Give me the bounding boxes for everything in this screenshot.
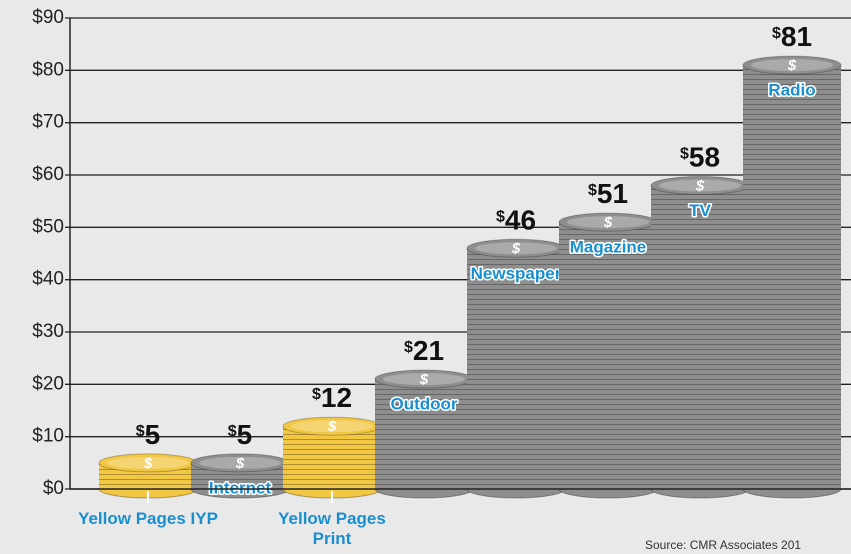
coin-stripes <box>651 185 749 489</box>
value-label: $5 <box>228 419 252 450</box>
value-label-number: 12 <box>321 383 352 414</box>
value-label-symbol: $ <box>588 182 597 199</box>
x-tick-label: Yellow Pages IYP <box>78 509 218 529</box>
coin-symbol: $ <box>143 455 153 472</box>
value-label: $81 <box>772 21 812 52</box>
value-label-number: 46 <box>505 205 536 236</box>
y-tick-label: $10 <box>32 426 64 447</box>
value-label-symbol: $ <box>404 339 413 356</box>
coin-stripes <box>743 65 841 489</box>
y-tick-label: $30 <box>32 321 64 342</box>
coin-stripes <box>559 222 657 489</box>
value-label-number: 5 <box>237 419 253 450</box>
value-label-number: 5 <box>145 419 161 450</box>
value-label: $12 <box>312 383 352 414</box>
coin-symbol: $ <box>695 177 705 194</box>
x-tick-label: Outdoor <box>390 395 457 414</box>
coin-symbol: $ <box>787 57 797 74</box>
x-tick-label: Newspaper <box>471 264 562 283</box>
value-label-number: 58 <box>689 142 720 173</box>
value-label: $21 <box>404 335 444 366</box>
value-label: $46 <box>496 205 536 236</box>
value-label-number: 21 <box>413 335 444 366</box>
value-label-symbol: $ <box>496 208 505 225</box>
x-tick-label: Internet <box>209 478 272 497</box>
x-tick-label: TV <box>689 201 711 220</box>
value-label-symbol: $ <box>228 423 237 440</box>
value-label-number: 51 <box>597 178 628 209</box>
value-label-symbol: $ <box>312 386 321 403</box>
y-tick-label: $50 <box>32 216 64 237</box>
coin-symbol: $ <box>327 418 337 435</box>
coin-symbol: $ <box>235 455 245 472</box>
value-label-symbol: $ <box>136 423 145 440</box>
value-label: $5 <box>136 419 160 450</box>
value-label-symbol: $ <box>772 25 781 42</box>
page: $0$10$20$30$40$50$60$70$80$90$$5$$5Inter… <box>0 0 851 554</box>
value-label: $51 <box>588 178 628 209</box>
coin-symbol: $ <box>603 214 613 231</box>
y-tick-label: $20 <box>32 373 64 394</box>
y-tick-label: $0 <box>43 478 64 499</box>
y-tick-label: $80 <box>32 59 64 80</box>
y-tick-label: $70 <box>32 112 64 133</box>
value-label-number: 81 <box>781 21 812 52</box>
value-label: $58 <box>680 142 720 173</box>
value-label-symbol: $ <box>680 146 689 163</box>
x-tick-label: Yellow Pages Print <box>262 509 402 549</box>
y-tick-label: $60 <box>32 164 64 185</box>
coin-symbol: $ <box>419 371 429 388</box>
chart: $0$10$20$30$40$50$60$70$80$90$$5$$5Inter… <box>0 0 851 554</box>
source-note: Source: CMR Associates 201 <box>645 538 801 552</box>
coin-stripes <box>467 248 565 489</box>
y-tick-label: $90 <box>32 7 64 28</box>
x-tick-label: Magazine <box>570 238 647 257</box>
coin-symbol: $ <box>511 240 521 257</box>
y-tick-label: $40 <box>32 269 64 290</box>
x-tick-label: Radio <box>768 81 815 100</box>
